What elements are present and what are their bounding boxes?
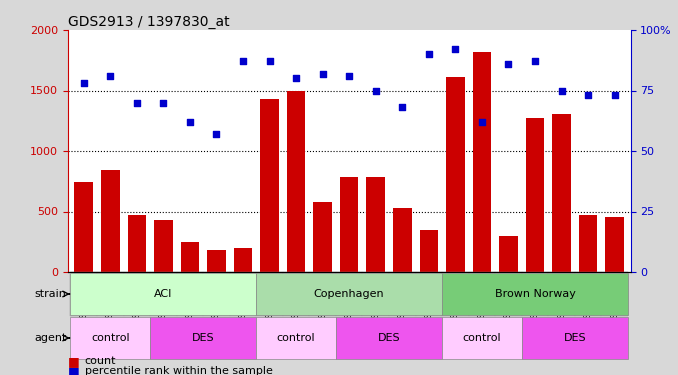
- Point: [237, 58, 248, 64]
- Bar: [340, 177, 359, 272]
- Point: [503, 61, 514, 67]
- Bar: [71, 272, 97, 315]
- Bar: [473, 52, 491, 272]
- Text: Copenhagen: Copenhagen: [314, 289, 384, 299]
- Text: percentile rank within the sample: percentile rank within the sample: [85, 366, 273, 375]
- Bar: [313, 202, 332, 272]
- Text: DES: DES: [563, 333, 586, 343]
- Bar: [525, 118, 544, 272]
- Bar: [256, 273, 442, 315]
- Bar: [601, 272, 628, 315]
- Point: [184, 119, 195, 125]
- Point: [78, 80, 89, 86]
- Text: ■: ■: [68, 365, 79, 375]
- Point: [291, 75, 302, 81]
- Bar: [553, 114, 571, 272]
- Text: count: count: [85, 356, 116, 366]
- Bar: [575, 272, 601, 315]
- Text: control: control: [277, 333, 315, 343]
- Point: [132, 100, 142, 106]
- Text: ACI: ACI: [154, 289, 172, 299]
- Bar: [234, 248, 252, 272]
- Point: [556, 87, 567, 93]
- Bar: [71, 317, 150, 359]
- Bar: [605, 217, 624, 272]
- Text: ■: ■: [68, 355, 79, 368]
- Point: [610, 92, 620, 98]
- Bar: [150, 317, 256, 359]
- Bar: [180, 242, 199, 272]
- Bar: [123, 272, 150, 315]
- Point: [317, 70, 328, 76]
- Point: [158, 100, 169, 106]
- Point: [582, 92, 593, 98]
- Bar: [416, 272, 442, 315]
- Point: [423, 51, 434, 57]
- Bar: [154, 220, 173, 272]
- Text: control: control: [91, 333, 129, 343]
- Point: [264, 58, 275, 64]
- Point: [397, 105, 407, 111]
- Bar: [389, 272, 416, 315]
- Bar: [71, 273, 256, 315]
- Bar: [256, 272, 283, 315]
- Bar: [283, 272, 309, 315]
- Bar: [309, 272, 336, 315]
- Bar: [97, 272, 123, 315]
- Bar: [442, 272, 468, 315]
- Bar: [230, 272, 256, 315]
- Point: [530, 58, 540, 64]
- Text: control: control: [462, 333, 501, 343]
- Bar: [366, 177, 385, 272]
- Point: [211, 131, 222, 137]
- Bar: [521, 272, 549, 315]
- Bar: [468, 272, 495, 315]
- Point: [344, 73, 355, 79]
- Bar: [127, 215, 146, 272]
- Text: GDS2913 / 1397830_at: GDS2913 / 1397830_at: [68, 15, 229, 29]
- Bar: [363, 272, 389, 315]
- Bar: [446, 77, 464, 272]
- Bar: [579, 214, 597, 272]
- Bar: [256, 317, 336, 359]
- Text: DES: DES: [378, 333, 400, 343]
- Bar: [442, 317, 521, 359]
- Bar: [442, 273, 628, 315]
- Bar: [260, 99, 279, 272]
- Bar: [75, 183, 93, 272]
- Point: [105, 73, 116, 79]
- Bar: [150, 272, 177, 315]
- Text: agent: agent: [34, 333, 66, 343]
- Bar: [287, 90, 305, 272]
- Point: [477, 119, 487, 125]
- Bar: [549, 272, 575, 315]
- Bar: [203, 272, 230, 315]
- Bar: [393, 209, 412, 272]
- Bar: [495, 272, 521, 315]
- Bar: [177, 272, 203, 315]
- Text: Brown Norway: Brown Norway: [494, 289, 576, 299]
- Bar: [207, 250, 226, 272]
- Bar: [336, 272, 363, 315]
- Bar: [101, 170, 119, 272]
- Bar: [420, 230, 438, 272]
- Bar: [336, 317, 442, 359]
- Point: [450, 46, 461, 53]
- Text: DES: DES: [192, 333, 214, 343]
- Point: [370, 87, 381, 93]
- Bar: [521, 317, 628, 359]
- Bar: [499, 236, 518, 272]
- Text: strain: strain: [35, 289, 66, 299]
